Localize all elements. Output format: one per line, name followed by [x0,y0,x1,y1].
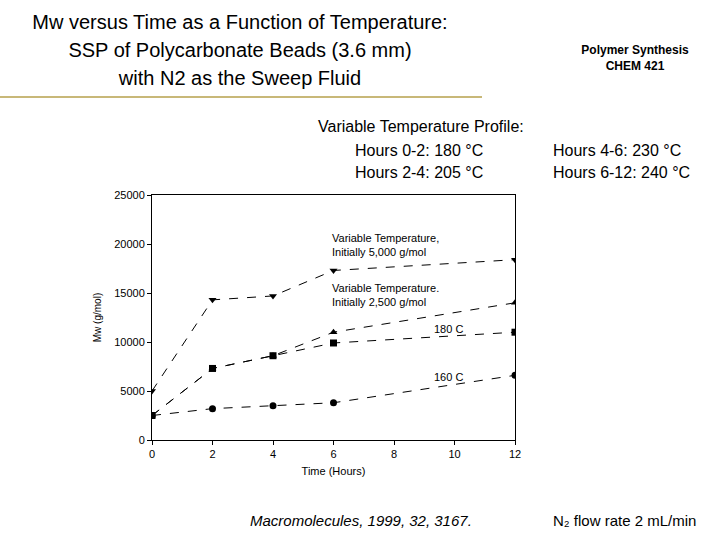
svg-text:8: 8 [391,448,397,460]
svg-text:2: 2 [209,448,215,460]
html-text:Hours 0-2: 180 °C: Hours 0-2: 180 °C [355,142,484,159]
svg-text:4: 4 [270,448,276,460]
svg-text:10000: 10000 [114,336,145,348]
svg-text:Variable Temperature.Initially: Variable Temperature.Initially 2,500 g/m… [332,282,439,308]
html-text:Hours 4-6: 230 °C: Hours 4-6: 230 °C [553,142,682,159]
svg-text:12: 12 [509,448,521,460]
svg-text:Variable Temperature,Initially: Variable Temperature,Initially 5,000 g/m… [332,232,439,258]
svg-text:180 C: 180 C [434,323,463,335]
html-text:SSP of Polycarbonate Beads (3.: SSP of Polycarbonate Beads (3.6 mm) [68,39,412,61]
html-text:Hours 6-12: 240 °C: Hours 6-12: 240 °C [553,164,691,181]
svg-text:15000: 15000 [114,287,145,299]
html-text:with N2 as the Sweep Fluid: with N2 as the Sweep Fluid [118,67,362,89]
svg-text:5000: 5000 [120,385,144,397]
html-text:CHEM 421: CHEM 421 [605,59,665,73]
html-text:N₂ flow rate 2 mL/min: N₂ flow rate 2 mL/min [553,512,697,529]
svg-text:10: 10 [448,448,460,460]
svg-text:20000: 20000 [114,238,145,250]
svg-text:Time (Hours): Time (Hours) [302,465,366,477]
svg-text:25000: 25000 [114,189,145,201]
html-text:Hours 2-4: 205 °C: Hours 2-4: 205 °C [355,164,484,181]
html-text:Mw versus Time as a Function o: Mw versus Time as a Function of Temperat… [32,11,448,33]
html-text:Polymer Synthesis: Polymer Synthesis [581,43,689,57]
html-text:Variable Temperature Profile:: Variable Temperature Profile: [318,118,524,135]
svg-text:Mw (g/mol): Mw (g/mol) [92,293,103,342]
svg-text:6: 6 [330,448,336,460]
html-text:Macromolecules, 1999, 32, 3167: Macromolecules, 1999, 32, 3167. [250,512,472,529]
svg-text:0: 0 [149,448,155,460]
svg-text:0: 0 [139,434,145,446]
svg-text:160 C: 160 C [434,371,463,383]
